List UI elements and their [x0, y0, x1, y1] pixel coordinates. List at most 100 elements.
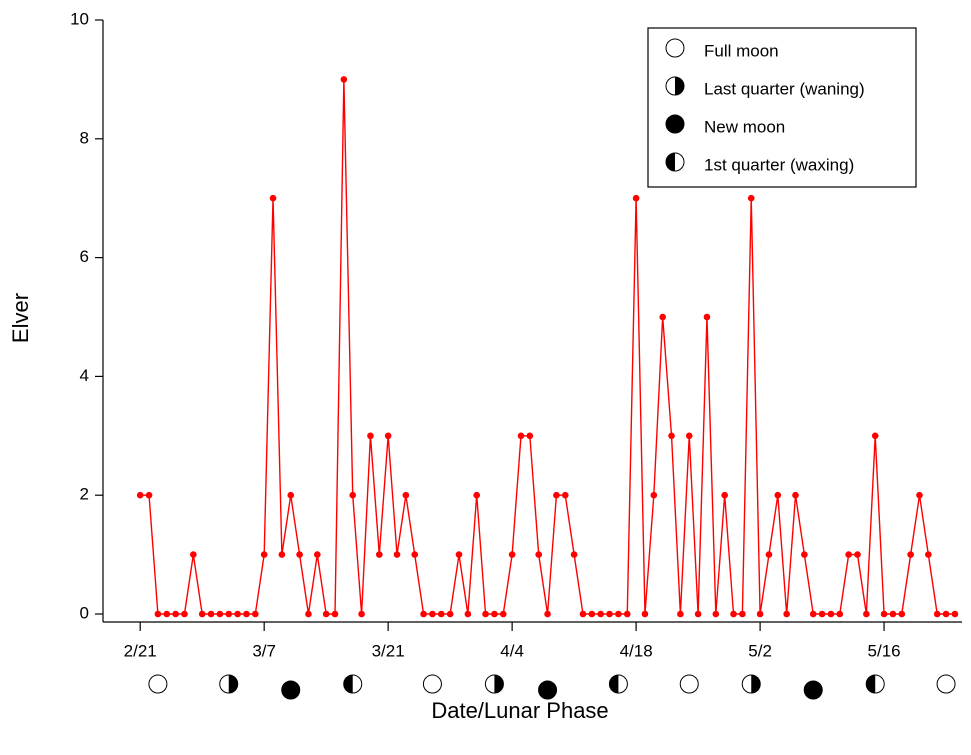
legend-symbol: [665, 38, 685, 58]
data-point: [535, 551, 542, 558]
lunar-phase: [484, 674, 504, 694]
legend-label: New moon: [704, 117, 785, 136]
data-point: [225, 610, 233, 618]
data-point: [384, 432, 392, 440]
data-point: [517, 432, 525, 440]
lunar-phase: [219, 674, 239, 694]
data-point: [694, 610, 702, 618]
moon-half: [228, 675, 238, 693]
data-point: [322, 610, 330, 618]
data-point: [269, 194, 277, 202]
data-point: [854, 551, 861, 558]
lunar-phase: [148, 674, 168, 694]
moon-full: [422, 674, 442, 694]
legend-symbol: [665, 76, 685, 96]
lunar-phase: [803, 680, 823, 700]
data-point: [145, 491, 153, 499]
data-point: [473, 491, 481, 499]
x-tick-label: 3/7: [252, 641, 276, 660]
data-point: [863, 610, 870, 618]
moon-half: [666, 153, 675, 171]
data-point: [871, 432, 879, 440]
data-point: [677, 610, 684, 618]
data-point: [774, 491, 782, 499]
data-point: [561, 491, 569, 499]
data-point: [916, 491, 923, 499]
data-point: [234, 610, 241, 618]
x-tick-label: 4/18: [620, 641, 653, 660]
data-point: [703, 313, 711, 321]
data-point: [163, 610, 171, 618]
data-point: [216, 610, 224, 618]
data-point: [615, 610, 622, 618]
data-point: [623, 610, 631, 618]
moon-full: [665, 38, 685, 58]
data-point: [827, 610, 835, 618]
data-point: [641, 610, 649, 618]
data-point: [544, 610, 551, 618]
data-point: [712, 610, 720, 618]
data-point: [402, 491, 410, 499]
moon-half: [609, 675, 619, 693]
data-point: [668, 432, 675, 440]
data-point: [375, 551, 383, 558]
data-point: [198, 610, 206, 618]
moon-new: [803, 680, 823, 700]
data-point: [809, 610, 817, 618]
data-point: [756, 610, 764, 618]
data-point: [437, 610, 445, 618]
data-point: [570, 551, 578, 558]
data-point: [358, 610, 365, 618]
data-point: [889, 610, 897, 618]
lunar-phase: [281, 680, 301, 700]
data-point: [880, 610, 888, 618]
legend-label: 1st quarter (waxing): [704, 155, 854, 174]
data-point: [190, 551, 197, 558]
lunar-phase: [538, 680, 558, 700]
data-point: [836, 610, 844, 618]
data-point: [659, 313, 666, 321]
data-point: [721, 491, 728, 499]
data-point: [154, 610, 162, 618]
data-point: [818, 610, 826, 618]
x-tick-label: 2/21: [124, 641, 157, 660]
lunar-phase: [865, 674, 885, 694]
data-point: [207, 610, 215, 618]
data-point: [739, 610, 746, 618]
data-point: [287, 491, 295, 499]
data-point: [260, 551, 268, 558]
lunar-phase: [936, 674, 956, 694]
lunar-phase: [422, 674, 442, 694]
data-point: [553, 491, 560, 499]
moon-half: [494, 675, 504, 693]
lunar-phase: [608, 674, 628, 694]
data-point: [845, 551, 852, 558]
data-point: [340, 76, 348, 83]
data-point: [792, 491, 799, 499]
lunar-phase: [343, 674, 363, 694]
data-point: [898, 610, 906, 618]
x-tick-label: 3/21: [372, 641, 405, 660]
data-point: [455, 551, 463, 558]
data-point: [420, 610, 427, 618]
legend-box: [647, 27, 917, 188]
data-point: [296, 551, 303, 558]
data-point: [730, 610, 737, 618]
data-point: [491, 610, 498, 618]
moon-half: [866, 675, 876, 693]
legend-symbol: [665, 152, 685, 172]
moon-half: [343, 675, 353, 693]
data-point: [314, 551, 321, 558]
data-point: [632, 194, 640, 202]
data-point: [411, 551, 419, 558]
data-point: [508, 551, 516, 558]
data-point: [243, 610, 250, 618]
data-point: [393, 551, 401, 558]
legend-label: Last quarter (waning): [704, 79, 865, 98]
data-point: [482, 610, 489, 618]
x-axis-title: Date/Lunar Phase: [431, 698, 608, 723]
data-point: [907, 551, 914, 558]
y-axis-title: Elver: [8, 293, 33, 343]
x-tick-label: 5/2: [748, 641, 772, 660]
data-point: [925, 551, 932, 558]
